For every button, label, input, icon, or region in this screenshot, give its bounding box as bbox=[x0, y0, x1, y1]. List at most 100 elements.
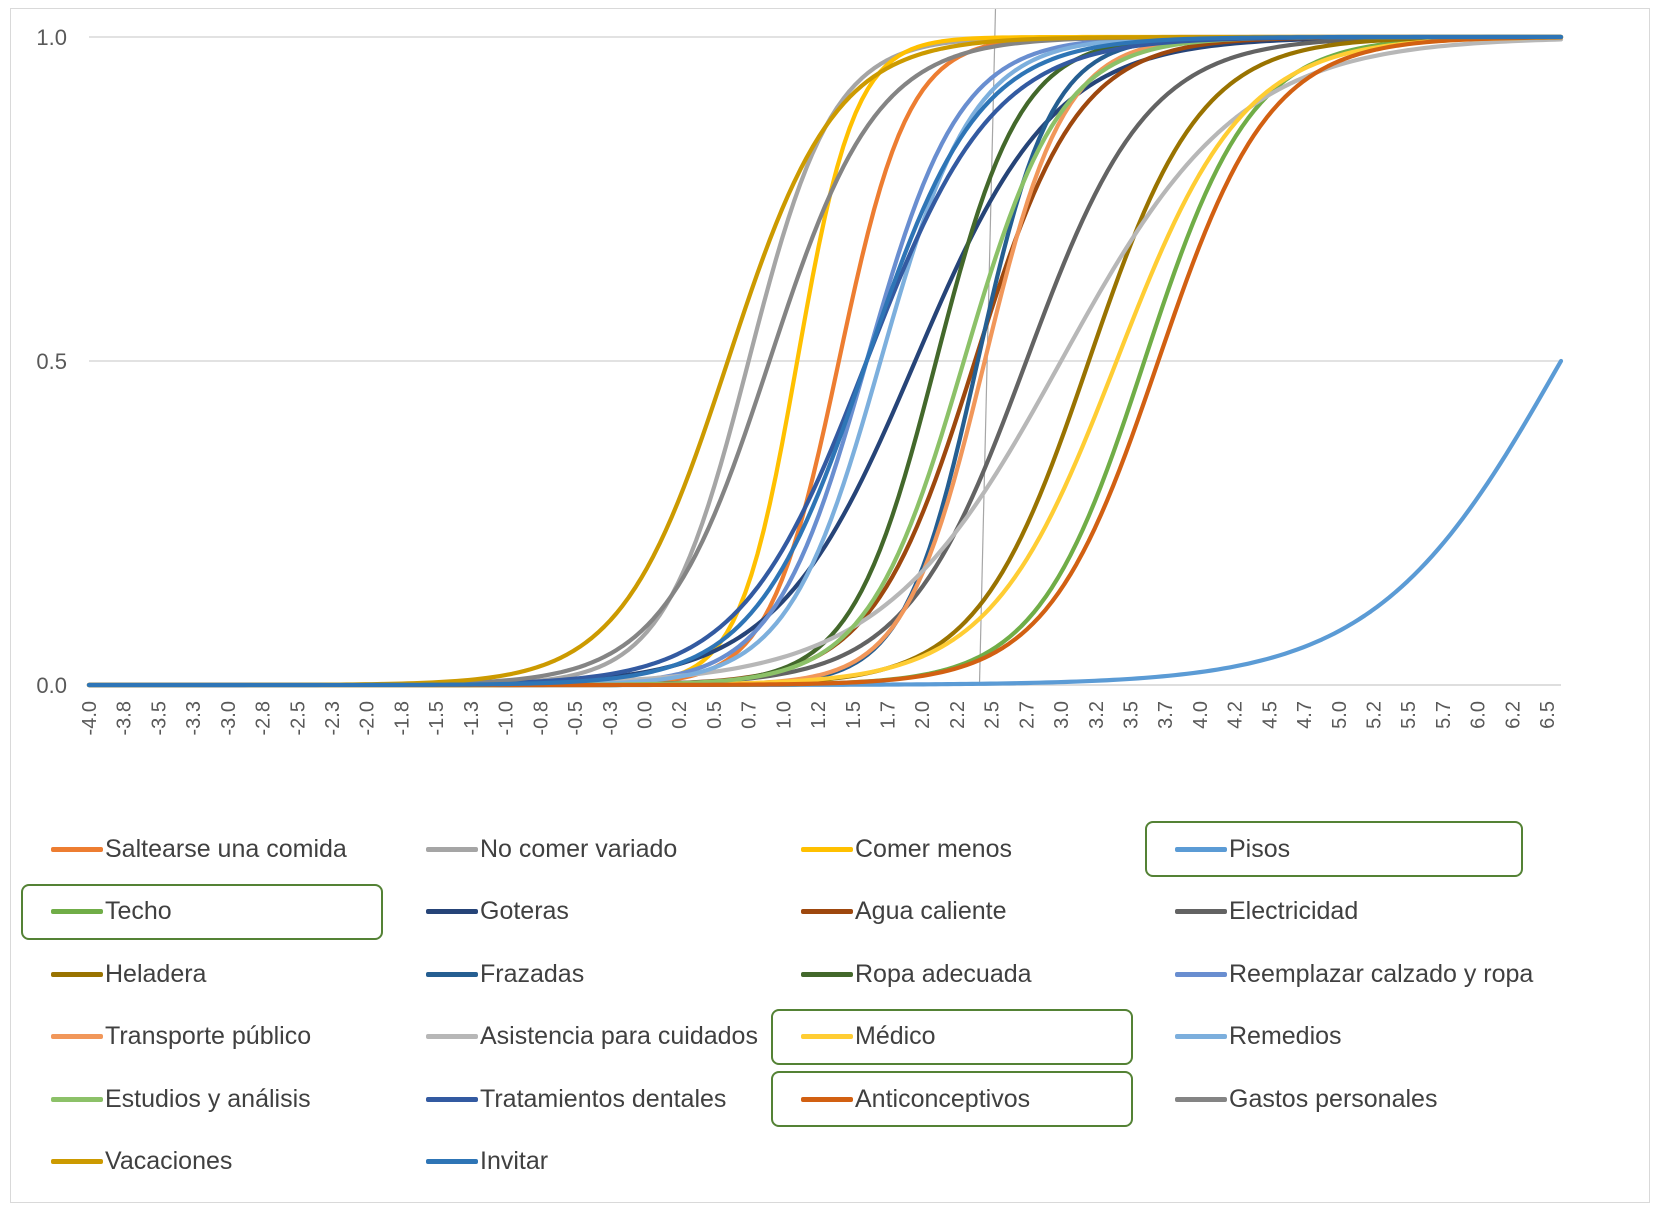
legend-label: Techo bbox=[105, 897, 172, 925]
legend-item: Agua caliente bbox=[801, 884, 1163, 940]
legend-item: Ropa adecuada bbox=[801, 946, 1163, 1002]
x-tick-label: -2.8 bbox=[253, 701, 275, 735]
x-tick-label: -1.3 bbox=[461, 701, 483, 735]
x-tick-label: 1.7 bbox=[877, 701, 899, 729]
legend-swatch bbox=[801, 1096, 853, 1102]
y-tick-label: 1.0 bbox=[36, 25, 67, 50]
legend-swatch bbox=[1175, 1034, 1227, 1039]
legend-item: Tratamientos dentales bbox=[426, 1071, 788, 1127]
x-tick-label: -0.5 bbox=[565, 701, 587, 735]
gridlines bbox=[89, 36, 1561, 686]
y-tick-label: 0.5 bbox=[36, 349, 67, 374]
x-tick-label: 2.5 bbox=[982, 701, 1004, 729]
legend-swatch bbox=[1175, 1096, 1227, 1102]
legend: Saltearse una comida No comer variado Come… bbox=[21, 821, 1651, 1211]
legend-item: Reemplazar calzado y ropa bbox=[1175, 946, 1553, 1002]
legend-swatch bbox=[426, 846, 478, 852]
legend-item: Pisos bbox=[1145, 821, 1523, 877]
legend-swatch bbox=[51, 1034, 103, 1039]
series-line bbox=[86, 34, 1564, 688]
legend-swatch bbox=[426, 971, 478, 977]
legend-item: Asistencia para cuidados bbox=[426, 1009, 788, 1065]
legend-item: Médico bbox=[771, 1008, 1133, 1065]
x-tick-label: 5.2 bbox=[1364, 701, 1386, 729]
x-tick-label: -2.5 bbox=[287, 701, 309, 735]
legend-item: Frazadas bbox=[426, 946, 788, 1002]
legend-item: Invitar bbox=[426, 1134, 788, 1190]
x-tick-label: 4.7 bbox=[1294, 701, 1316, 729]
legend-swatch bbox=[426, 1096, 478, 1102]
legend-swatch bbox=[801, 1034, 853, 1039]
x-tick-label: 0.5 bbox=[704, 701, 726, 729]
x-tick-label: -3.5 bbox=[148, 701, 170, 735]
y-tick-label: 0.0 bbox=[36, 673, 67, 698]
legend-item: Gastos personales bbox=[1175, 1071, 1553, 1127]
legend-label: Pisos bbox=[1229, 834, 1291, 863]
x-tick-label: 0.7 bbox=[739, 701, 761, 729]
legend-label: Médico bbox=[855, 1022, 936, 1050]
x-tick-label: -4.0 bbox=[79, 701, 101, 735]
legend-swatch bbox=[1175, 971, 1227, 977]
x-tick-label: 3.2 bbox=[1086, 701, 1108, 729]
x-tick-label: -3.0 bbox=[218, 701, 240, 735]
legend-swatch bbox=[801, 846, 853, 852]
x-tick-label: 4.2 bbox=[1225, 701, 1247, 729]
x-tick-label: -2.0 bbox=[357, 701, 379, 735]
x-tick-label: 0.0 bbox=[634, 701, 656, 729]
x-tick-label: 1.0 bbox=[773, 701, 795, 729]
y-axis-ticks: 0.0 0.5 1.0 bbox=[36, 25, 67, 698]
legend-label: Remedios bbox=[1229, 1022, 1342, 1050]
x-tick-label: -0.3 bbox=[600, 701, 622, 735]
legend-item: Estudios y análisis bbox=[51, 1071, 413, 1127]
legend-item: Heladera bbox=[51, 946, 413, 1002]
x-tick-label: 6.5 bbox=[1537, 701, 1559, 729]
legend-swatch bbox=[426, 1034, 478, 1039]
x-tick-label: 3.5 bbox=[1121, 701, 1143, 729]
x-tick-label: 1.2 bbox=[808, 701, 830, 729]
legend-swatch bbox=[51, 1159, 103, 1164]
series-line bbox=[86, 358, 1564, 688]
x-tick-label: -1.0 bbox=[496, 701, 518, 735]
legend-swatch bbox=[51, 909, 103, 914]
x-tick-label: -3.3 bbox=[183, 701, 205, 735]
x-tick-label: 2.0 bbox=[912, 701, 934, 729]
legend-swatch bbox=[51, 846, 103, 852]
series-lines bbox=[86, 34, 1564, 688]
x-tick-label: 2.2 bbox=[947, 701, 969, 729]
legend-label: Tratamientos dentales bbox=[480, 1084, 727, 1113]
x-axis-ticks: -4.0 -3.8 -3.5 -3.3 -3.0 -2.8 -2.5 -2.3 -2.0 -1.8… bbox=[79, 701, 1559, 735]
x-tick-label: 4.5 bbox=[1259, 701, 1281, 729]
legend-item: Comer menos bbox=[801, 821, 1163, 877]
x-tick-label: 1.5 bbox=[843, 701, 865, 729]
x-tick-label: 3.7 bbox=[1155, 701, 1177, 729]
legend-label: Invitar bbox=[480, 1147, 549, 1175]
legend-label: Asistencia para cuidados bbox=[480, 1022, 758, 1050]
x-tick-label: -0.8 bbox=[530, 701, 552, 735]
legend-swatch bbox=[801, 909, 853, 914]
legend-label: Saltearse una comida bbox=[105, 834, 347, 863]
x-tick-label: 6.2 bbox=[1502, 701, 1524, 729]
legend-label: Electricidad bbox=[1229, 897, 1359, 925]
x-tick-label: 6.0 bbox=[1468, 701, 1490, 729]
x-tick-label: -1.5 bbox=[426, 701, 448, 735]
x-tick-label: 5.5 bbox=[1398, 701, 1420, 729]
legend-label: Comer menos bbox=[855, 834, 1012, 863]
x-tick-label: -2.3 bbox=[322, 701, 344, 735]
legend-label: Frazadas bbox=[480, 959, 585, 988]
legend-label: Anticonceptivos bbox=[855, 1084, 1031, 1113]
legend-label: No comer variado bbox=[480, 834, 678, 863]
legend-swatch bbox=[426, 909, 478, 914]
legend-swatch bbox=[426, 1159, 478, 1164]
legend-label: Goteras bbox=[480, 897, 569, 925]
x-tick-label: 3.0 bbox=[1051, 701, 1073, 729]
x-tick-label: 5.7 bbox=[1433, 701, 1455, 729]
legend-swatch bbox=[801, 971, 853, 977]
plot-area: 0.0 0.5 1.0 -4.0 -3.8 -3.5 -3.3 -3.0 -2.8 -2.5 -2… bbox=[36, 9, 1564, 735]
x-tick-label: 2.7 bbox=[1016, 701, 1038, 729]
legend-label: Estudios y análisis bbox=[105, 1084, 311, 1113]
legend-item: No comer variado bbox=[426, 821, 788, 877]
legend-item: Transporte público bbox=[51, 1009, 413, 1065]
x-tick-label: 0.2 bbox=[669, 701, 691, 729]
legend-item: Anticonceptivos bbox=[771, 1071, 1133, 1127]
legend-label: Agua caliente bbox=[855, 897, 1007, 925]
